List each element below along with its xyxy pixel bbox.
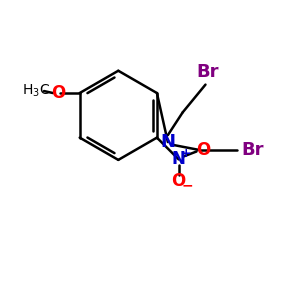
Text: H$_3$C: H$_3$C <box>22 83 50 99</box>
Text: +: + <box>180 147 191 160</box>
Text: −: − <box>182 178 194 192</box>
Text: O: O <box>172 172 186 190</box>
Text: Br: Br <box>241 141 264 159</box>
Text: Br: Br <box>196 63 219 81</box>
Text: N: N <box>160 133 175 151</box>
Text: O: O <box>196 140 211 158</box>
Text: N: N <box>172 150 186 168</box>
Text: O: O <box>51 84 65 102</box>
